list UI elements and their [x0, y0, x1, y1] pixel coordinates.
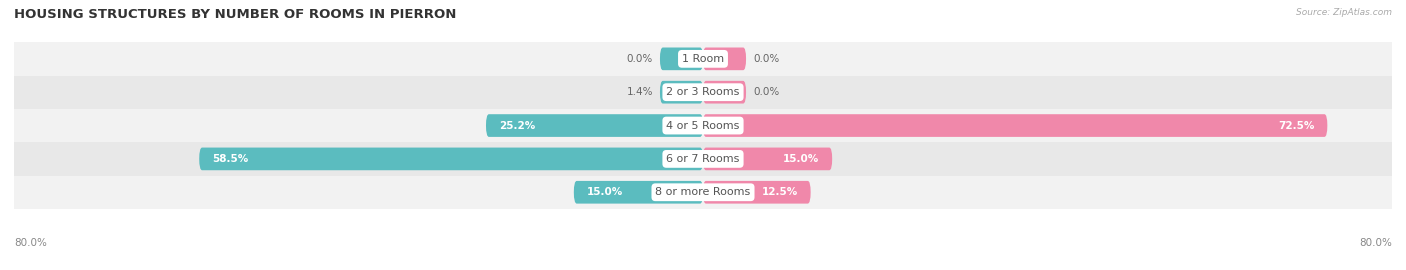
Text: 1 Room: 1 Room: [682, 54, 724, 64]
Text: 0.0%: 0.0%: [754, 87, 779, 97]
FancyBboxPatch shape: [486, 114, 703, 137]
Text: 80.0%: 80.0%: [1360, 238, 1392, 248]
FancyBboxPatch shape: [574, 181, 703, 204]
Text: 8 or more Rooms: 8 or more Rooms: [655, 187, 751, 197]
Text: 80.0%: 80.0%: [14, 238, 46, 248]
Bar: [14, 142, 1392, 176]
Text: 12.5%: 12.5%: [762, 187, 797, 197]
Text: 25.2%: 25.2%: [499, 120, 536, 131]
Text: Source: ZipAtlas.com: Source: ZipAtlas.com: [1296, 8, 1392, 17]
Text: 2 or 3 Rooms: 2 or 3 Rooms: [666, 87, 740, 97]
Text: 6 or 7 Rooms: 6 or 7 Rooms: [666, 154, 740, 164]
Text: 4 or 5 Rooms: 4 or 5 Rooms: [666, 120, 740, 131]
FancyBboxPatch shape: [703, 181, 811, 204]
FancyBboxPatch shape: [703, 48, 747, 70]
Bar: [14, 42, 1392, 76]
FancyBboxPatch shape: [200, 148, 703, 170]
Text: 15.0%: 15.0%: [586, 187, 623, 197]
FancyBboxPatch shape: [659, 48, 703, 70]
Text: 72.5%: 72.5%: [1278, 120, 1315, 131]
Text: HOUSING STRUCTURES BY NUMBER OF ROOMS IN PIERRON: HOUSING STRUCTURES BY NUMBER OF ROOMS IN…: [14, 8, 457, 21]
Bar: [14, 176, 1392, 209]
Text: 58.5%: 58.5%: [212, 154, 249, 164]
FancyBboxPatch shape: [703, 114, 1327, 137]
FancyBboxPatch shape: [659, 81, 703, 103]
Text: 15.0%: 15.0%: [783, 154, 820, 164]
Text: 0.0%: 0.0%: [754, 54, 779, 64]
Text: 0.0%: 0.0%: [627, 54, 652, 64]
FancyBboxPatch shape: [703, 148, 832, 170]
Bar: [14, 76, 1392, 109]
Bar: [14, 109, 1392, 142]
FancyBboxPatch shape: [703, 81, 747, 103]
Text: 1.4%: 1.4%: [627, 87, 652, 97]
